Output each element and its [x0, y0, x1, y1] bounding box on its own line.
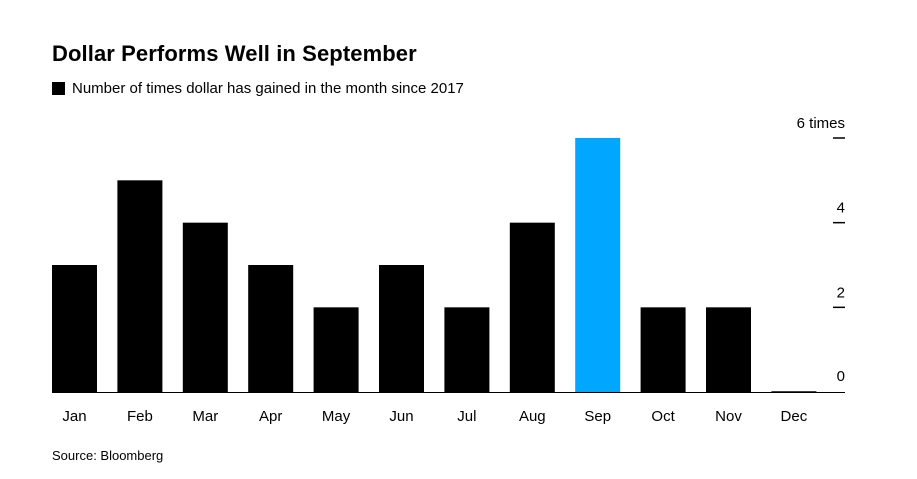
chart-title: Dollar Performs Well in September [52, 41, 417, 66]
chart-legend: Number of times dollar has gained in the… [52, 80, 464, 97]
bar-jul [444, 307, 490, 392]
x-tick-label-dec: Dec [781, 408, 808, 425]
y-tick-label: 6 times [797, 115, 845, 132]
bars-group [52, 138, 817, 393]
bar-feb [117, 180, 163, 392]
bar-sep [575, 138, 621, 392]
bar-mar [182, 222, 228, 392]
bar-jun [379, 265, 424, 392]
bar-jan [52, 265, 97, 392]
bar-oct [640, 307, 686, 392]
x-tick-label-jul: Jul [457, 408, 476, 425]
legend-label: Number of times dollar has gained in the… [72, 80, 464, 97]
x-tick-label-nov: Nov [715, 408, 742, 425]
y-tick-label: 4 [837, 200, 845, 217]
x-tick-label-may: May [322, 408, 351, 425]
x-tick-labels: Jan Feb Mar Apr May Jun Jul Aug Sep Oct Nov Dec [62, 408, 807, 425]
x-tick-label-jan: Jan [62, 408, 86, 425]
y-axis: 0 2 4 6 times [52, 115, 845, 393]
y-tick-label: 0 [837, 368, 845, 385]
x-tick-label-oct: Oct [651, 408, 675, 425]
x-tick-label-jun: Jun [389, 408, 413, 425]
x-tick-label-aug: Aug [519, 408, 546, 425]
x-tick-label-feb: Feb [127, 408, 153, 425]
legend-swatch [52, 82, 65, 95]
x-tick-label-mar: Mar [192, 408, 218, 425]
bar-may [313, 307, 359, 392]
bar-nov [706, 307, 751, 392]
bar-apr [248, 265, 294, 392]
y-tick-label: 2 [837, 284, 845, 301]
x-tick-label-sep: Sep [584, 408, 611, 425]
bar-aug [509, 222, 555, 392]
x-tick-label-apr: Apr [259, 408, 282, 425]
source-note: Source: Bloomberg [52, 448, 164, 463]
